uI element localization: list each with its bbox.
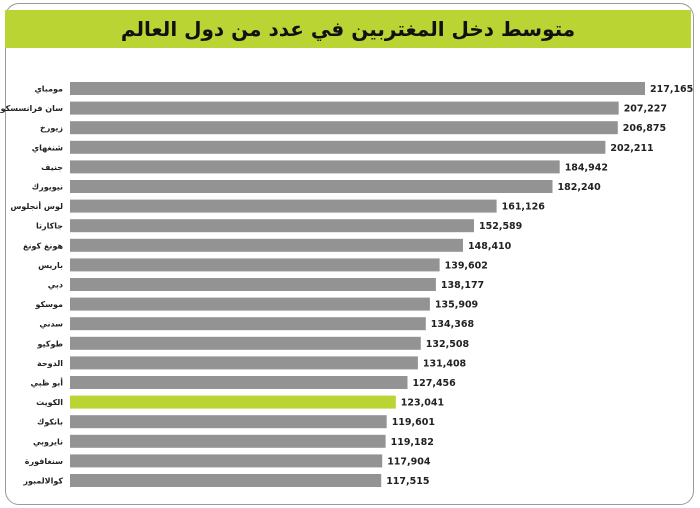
category-label: أبو ظبي bbox=[31, 378, 64, 388]
category-label: موسكو bbox=[34, 300, 63, 309]
bar-17 bbox=[70, 415, 387, 429]
category-label: نايروبي bbox=[33, 437, 63, 446]
value-label: 127,456 bbox=[413, 378, 457, 389]
bar-18 bbox=[70, 434, 386, 448]
bar-9 bbox=[70, 258, 440, 272]
value-label: 202,211 bbox=[610, 143, 653, 154]
category-label: زيورخ bbox=[40, 124, 63, 133]
value-label: 132,508 bbox=[426, 339, 470, 350]
title-bar: متوسط دخل المغتربين في عدد من دول العالم bbox=[5, 10, 691, 48]
bar-19 bbox=[70, 454, 383, 468]
value-label: 117,904 bbox=[387, 456, 431, 467]
category-label: بانكوك bbox=[37, 418, 63, 427]
value-label: 123,041 bbox=[401, 398, 444, 409]
bar-10 bbox=[70, 278, 436, 291]
value-label: 148,410 bbox=[468, 241, 512, 252]
category-label: الكويت bbox=[36, 398, 63, 407]
value-label: 138,177 bbox=[441, 280, 484, 291]
category-label: كوالالمبور bbox=[22, 477, 63, 486]
bar-7 bbox=[70, 219, 474, 233]
bar-11 bbox=[70, 297, 430, 311]
bar-6 bbox=[70, 199, 497, 213]
bar-8 bbox=[70, 238, 463, 252]
category-label: شنغهاي bbox=[32, 143, 63, 152]
value-label: 134,368 bbox=[431, 319, 475, 330]
bar-0 bbox=[70, 82, 645, 95]
category-label: سدني bbox=[39, 320, 63, 329]
category-label: مومباي bbox=[34, 85, 63, 94]
bar-13 bbox=[70, 336, 421, 350]
category-label: جنيف bbox=[41, 163, 63, 172]
category-label: نيويورك bbox=[32, 183, 63, 192]
value-label: 152,589 bbox=[479, 221, 522, 232]
bar-16 bbox=[70, 395, 396, 409]
category-label: طوكيو bbox=[37, 339, 63, 348]
bar-4 bbox=[70, 160, 560, 174]
chart-title: متوسط دخل المغتربين في عدد من دول العالم bbox=[120, 17, 576, 41]
value-label: 206,875 bbox=[623, 123, 666, 134]
bar-3 bbox=[70, 140, 606, 154]
bar-15 bbox=[70, 376, 408, 389]
value-label: 135,909 bbox=[435, 300, 478, 311]
category-label: هونغ كونغ bbox=[23, 241, 63, 250]
value-label: 207,227 bbox=[624, 104, 667, 115]
category-label: دبي bbox=[48, 281, 63, 290]
bar-5 bbox=[70, 180, 553, 193]
value-label: 184,942 bbox=[565, 162, 608, 173]
category-label: لوس أنجلوس bbox=[10, 201, 63, 212]
bar-12 bbox=[70, 317, 426, 331]
value-label: 117,515 bbox=[386, 476, 429, 487]
category-label: سنغافورة bbox=[25, 457, 63, 466]
value-label: 119,182 bbox=[391, 437, 434, 448]
category-label: باريس bbox=[38, 261, 63, 271]
value-label: 217,165 bbox=[650, 84, 693, 95]
bar-20 bbox=[70, 474, 382, 487]
value-label: 131,408 bbox=[423, 358, 467, 369]
bar-2 bbox=[70, 121, 618, 135]
value-label: 119,601 bbox=[392, 417, 435, 428]
bar-14 bbox=[70, 356, 418, 370]
category-label: جاكارتا bbox=[36, 222, 63, 231]
category-label: سان فرانسسكو bbox=[0, 104, 63, 113]
value-label: 161,126 bbox=[502, 202, 546, 213]
category-label: الدوحة bbox=[37, 359, 63, 368]
value-label: 182,240 bbox=[558, 182, 602, 193]
value-label: 139,602 bbox=[445, 260, 488, 271]
bar-1 bbox=[70, 101, 619, 115]
